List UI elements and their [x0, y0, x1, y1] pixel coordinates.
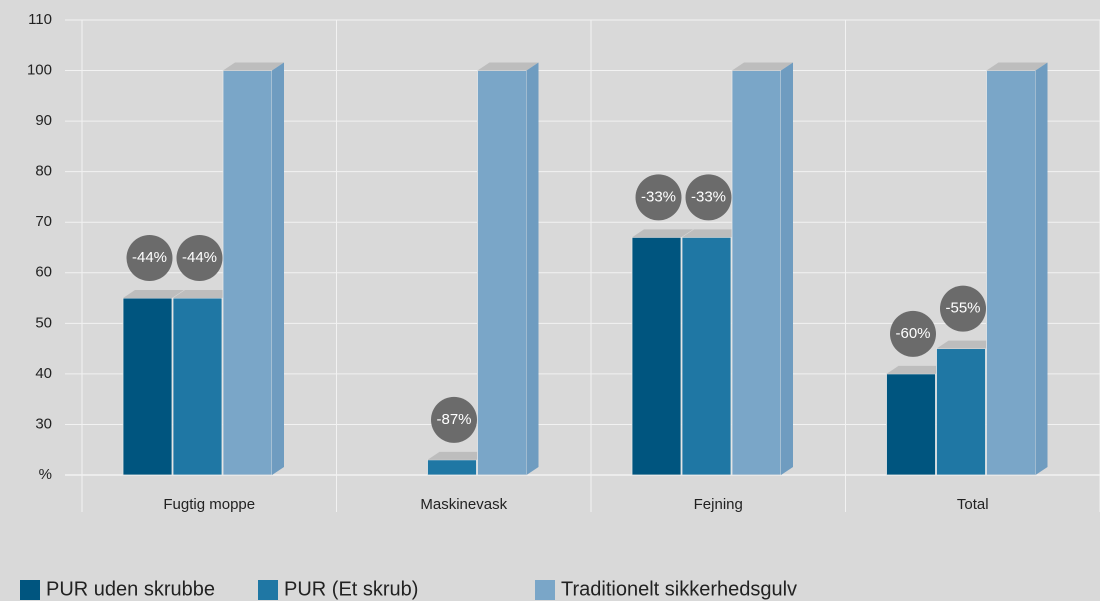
y-tick-label: 60: [35, 264, 52, 281]
bar: [731, 70, 782, 476]
bar-top: [477, 62, 539, 71]
change-label: -33%: [641, 188, 676, 205]
bar: [936, 348, 986, 476]
bar: [477, 70, 527, 476]
change-label: -33%: [691, 188, 726, 205]
y-tick-label: 50: [35, 314, 52, 331]
legend-label: PUR uden skrubbe: [46, 578, 215, 600]
legend-label: PUR (Et skrub): [284, 578, 418, 600]
bar: [886, 373, 936, 476]
change-label: -44%: [132, 249, 167, 266]
bar-top: [986, 62, 1048, 71]
y-tick-label: 30: [35, 415, 52, 432]
bar: [427, 459, 477, 476]
legend-label: Traditionelt sikkerhedsgulv: [561, 578, 797, 600]
y-tick-label: 110: [28, 11, 52, 28]
y-tick-label: 90: [35, 112, 52, 129]
bar: [122, 297, 173, 476]
bar-top: [427, 451, 489, 460]
bar-top: [936, 340, 998, 349]
x-tick-label: Maskinevask: [420, 496, 507, 513]
bar: [172, 297, 223, 476]
change-badge: [685, 174, 732, 221]
bar-side: [272, 62, 284, 476]
bar-top: [173, 290, 234, 299]
legend-swatch: [20, 580, 40, 600]
bar: [222, 70, 273, 476]
bar-side: [526, 62, 539, 476]
y-tick-label: 80: [35, 163, 52, 180]
x-tick-label: Fugtig moppe: [163, 496, 255, 513]
y-tick-label: %: [39, 466, 52, 483]
bar-side: [1035, 62, 1048, 476]
bar: [631, 236, 682, 476]
change-badge: [890, 310, 936, 357]
bar-side: [781, 62, 793, 476]
legend-swatch: [535, 580, 555, 600]
change-badge: [126, 235, 173, 282]
change-label: -55%: [945, 300, 980, 317]
y-tick-label: 40: [35, 365, 52, 382]
bar-top: [682, 229, 743, 238]
y-tick-label: 100: [27, 62, 52, 79]
change-badge: [431, 396, 477, 443]
change-label: -60%: [895, 325, 930, 342]
change-badge: [176, 235, 223, 282]
change-badge: [940, 285, 986, 332]
bar-top: [732, 62, 793, 71]
y-tick-label: 70: [35, 213, 52, 230]
legend-swatch: [258, 580, 278, 600]
x-tick-label: Total: [957, 496, 989, 513]
x-tick-label: Fejning: [694, 496, 743, 513]
change-label: -44%: [182, 249, 217, 266]
change-label: -87%: [436, 411, 471, 428]
bar-top: [123, 290, 184, 299]
bar: [986, 70, 1036, 476]
bar-top: [632, 229, 693, 238]
bar: [681, 236, 732, 476]
change-badge: [635, 174, 682, 221]
bar-top: [223, 62, 284, 71]
bar-top: [886, 365, 948, 374]
